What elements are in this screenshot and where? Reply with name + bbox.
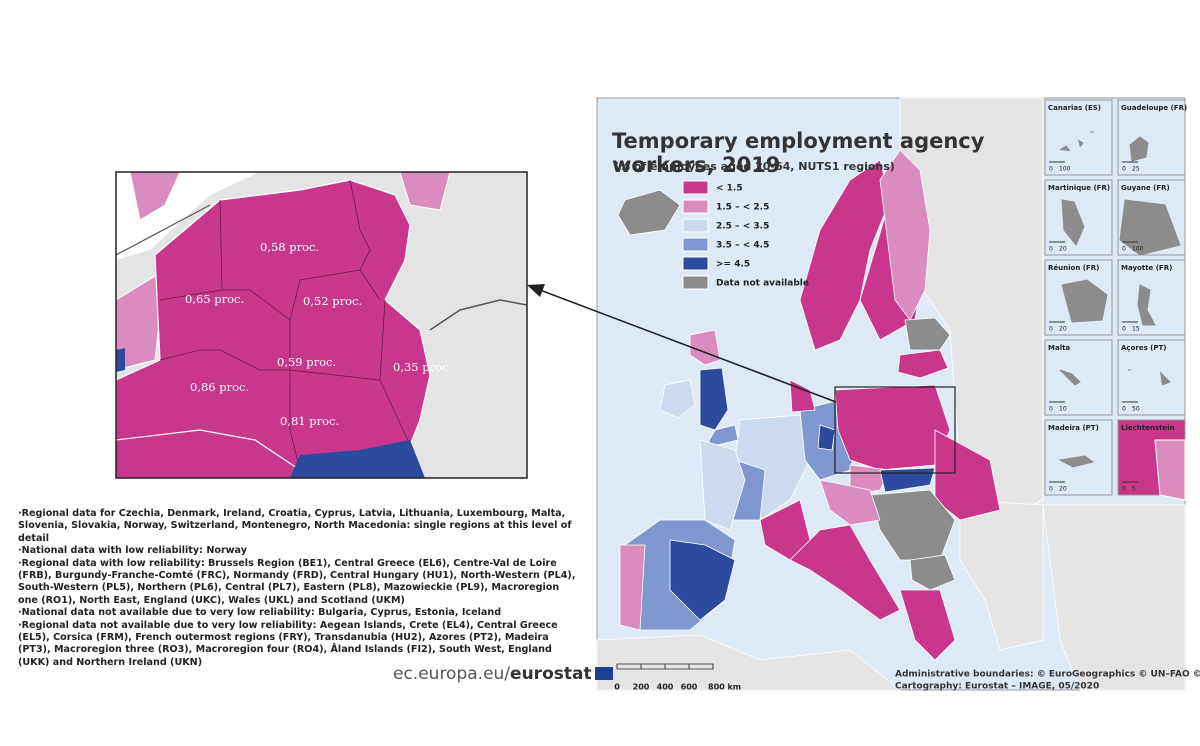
inset-scale-label: 100 — [1132, 246, 1144, 253]
inset-scale-label: 0 — [1122, 326, 1126, 333]
notes: Regional data for Czechia, Denmark, Irel… — [18, 508, 578, 669]
footer-site: ec.europa.eu/ — [393, 664, 511, 684]
inset-land — [1137, 284, 1156, 326]
arrow-head — [527, 284, 545, 297]
inset-name: Canarias (ES) — [1048, 104, 1101, 112]
legend: < 1.5 1.5 – < 2.5 2.5 – < 3.5 3.5 – < 4.5 >=… — [682, 180, 809, 290]
legend-label: >= 4.5 — [716, 260, 750, 270]
inset-land — [1058, 455, 1095, 468]
legend-swatch — [682, 275, 709, 290]
inset-scale-label: 0 — [1122, 486, 1126, 493]
inset-scale-label: 20 — [1059, 486, 1067, 493]
inset-name: Mayotte (FR) — [1121, 264, 1172, 272]
legend-label: Data not available — [716, 279, 809, 289]
inset-scale-label: 5 — [1132, 486, 1136, 493]
inset-name: Liechtenstein — [1121, 424, 1174, 432]
inset-land — [1119, 199, 1181, 256]
zoom-labels: 0,58 proc. 0,65 proc. 0,52 proc. 0,59 proc.… — [185, 240, 452, 428]
inset-scale-label: 10 — [1059, 406, 1067, 413]
legend-swatch — [682, 199, 709, 214]
map-title: Temporary employment agency workers, 2019 — [612, 129, 985, 177]
inset-scale-label: 20 — [1059, 326, 1067, 333]
note: Regional data for Czechia, Denmark, Irel… — [18, 508, 578, 545]
scale-label: 400 — [657, 683, 674, 692]
note: National data not available due to very … — [18, 607, 578, 619]
legend-label: 1.5 – < 2.5 — [716, 203, 769, 213]
region-value-label: 0,52 proc. — [303, 294, 362, 308]
inset-scale-label: 15 — [1132, 326, 1140, 333]
inset-scale-label: 0 — [1049, 326, 1053, 333]
inset-land — [1154, 439, 1186, 501]
scale-label: 200 — [633, 683, 650, 692]
footer-brand: eurostat — [510, 664, 592, 684]
inset-scale-label: 20 — [1059, 246, 1067, 253]
region-value-label: 0,35 proc. — [393, 360, 452, 374]
legend-label: 2.5 – < 3.5 — [716, 222, 769, 232]
inset-name: Madeira (PT) — [1048, 424, 1099, 432]
inset-name: Guyane (FR) — [1121, 184, 1170, 192]
scale-bar: 0 200 400 600 800 km — [614, 663, 741, 692]
inset-scale-label: 0 — [1049, 166, 1053, 173]
inset-land — [1059, 131, 1094, 152]
legend-swatch — [682, 218, 709, 233]
note: Regional data with low reliability: Brus… — [18, 558, 578, 608]
legend-swatch — [682, 237, 709, 252]
arrow — [539, 289, 837, 403]
inset-name: Guadeloupe (FR) — [1121, 104, 1187, 112]
inset-name: Réunion (FR) — [1048, 264, 1099, 272]
scale-label: 600 — [681, 683, 698, 692]
inset-scale-label: 100 — [1059, 166, 1071, 173]
inset-scale-label: 0 — [1122, 406, 1126, 413]
zoom-map — [115, 171, 528, 479]
map-subtitle: (% of employees aged 20-64, NUTS1 region… — [614, 160, 895, 173]
credit: Cartography: Eurostat – IMAGE, 05/2020 — [895, 682, 1099, 692]
inset-land — [1061, 279, 1108, 323]
inset-land — [1061, 199, 1085, 246]
inset-scale-label: 25 — [1132, 166, 1140, 173]
note: Regional data not available due to very … — [18, 620, 578, 670]
inset-scale-label: 0 — [1049, 486, 1053, 493]
inset-scale-label: 0 — [1122, 166, 1126, 173]
inset-name: Açores (PT) — [1121, 344, 1166, 352]
zoom-frame — [834, 386, 956, 474]
region-value-label: 0,65 proc. — [185, 292, 244, 306]
note: National data with low reliability: Norw… — [18, 545, 578, 557]
inset-land — [1129, 136, 1149, 162]
legend-label: < 1.5 — [716, 184, 743, 194]
region-value-label: 0,86 proc. — [190, 380, 249, 394]
region-value-label: 0,58 proc. — [260, 240, 319, 254]
base-map — [596, 97, 1186, 691]
footer: ec.europa.eu/eurostat — [393, 664, 613, 684]
inset-scale-label: 0 — [1122, 246, 1126, 253]
inset-scale-label: 50 — [1132, 406, 1140, 413]
inset-land — [1128, 369, 1171, 386]
eu-flag — [594, 667, 613, 680]
inset-name: Malta — [1048, 344, 1070, 352]
scale-label: 0 — [614, 683, 620, 692]
legend-swatch — [682, 180, 709, 195]
legend-swatch — [682, 256, 709, 271]
inset-name: Martinique (FR) — [1048, 184, 1110, 192]
inset-land — [1059, 369, 1081, 386]
credit: Administrative boundaries: © EuroGeograp… — [895, 670, 1200, 680]
inset-scale-label: 0 — [1049, 406, 1053, 413]
region-value-label: 0,59 proc. — [277, 355, 336, 369]
scale-label: 800 km — [708, 683, 741, 692]
inset-scale-label: 0 — [1049, 246, 1053, 253]
legend-label: 3.5 – < 4.5 — [716, 241, 769, 251]
region-value-label: 0,81 proc. — [280, 414, 339, 428]
